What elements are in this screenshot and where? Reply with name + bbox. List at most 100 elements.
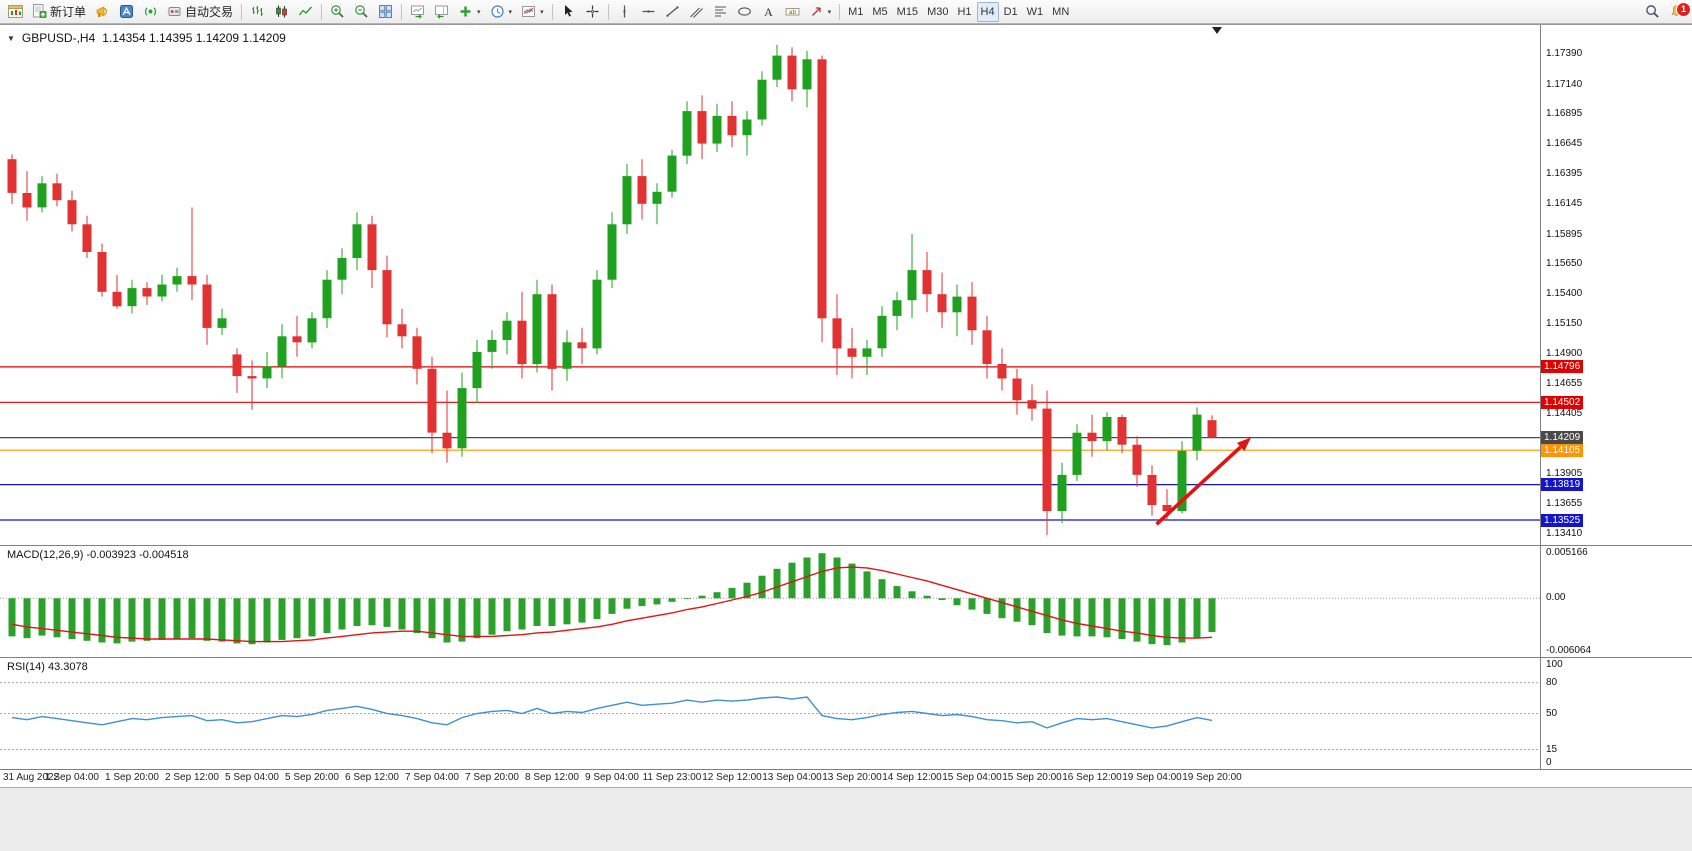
price-axis-label: 1.13905 — [1546, 468, 1583, 479]
timeframe-h4-label: H4 — [980, 5, 995, 18]
line-chart-button[interactable] — [294, 2, 317, 22]
crosshair-button[interactable] — [581, 2, 604, 22]
timeframe-m5[interactable]: M5 — [868, 2, 891, 22]
autotrading-icon — [167, 4, 182, 19]
zoom-in-button[interactable] — [326, 2, 349, 22]
time-axis-label: 1 Sep 04:00 — [45, 772, 99, 783]
price-axis-label: 1.14405 — [1546, 408, 1583, 419]
macd-panel-canvas[interactable] — [0, 546, 1540, 657]
indicators-button[interactable]: ▾ — [454, 2, 485, 22]
chart-shift-icon — [434, 4, 449, 19]
auto-scroll-button[interactable] — [406, 2, 429, 22]
label-icon: ab — [785, 4, 800, 19]
channel-button[interactable] — [685, 2, 708, 22]
chart-menu-caret-icon[interactable]: ▼ — [7, 33, 15, 43]
trendline-button[interactable] — [661, 2, 684, 22]
dropdown-caret-icon: ▾ — [827, 8, 832, 16]
shapes-button[interactable] — [733, 2, 756, 22]
svg-text:ab: ab — [788, 9, 796, 16]
bar-chart-button[interactable] — [246, 2, 269, 22]
timeframe-mn[interactable]: MN — [1048, 2, 1073, 22]
time-axis-label: 19 Sep 04:00 — [1122, 772, 1182, 783]
price-axis-label: 1.16145 — [1546, 198, 1583, 209]
channel-icon — [689, 4, 704, 19]
time-axis-label: 5 Sep 04:00 — [225, 772, 279, 783]
cursor-icon — [561, 4, 576, 19]
periods-button[interactable]: ▾ — [486, 2, 517, 22]
time-axis-label: 11 Sep 23:00 — [642, 772, 702, 783]
fibonacci-button[interactable] — [709, 2, 732, 22]
macd-axis-label: 0.00 — [1546, 592, 1566, 603]
timeframe-m30-label: M30 — [927, 5, 949, 18]
text-label-button[interactable]: ab — [781, 2, 804, 22]
text-icon: A — [761, 4, 776, 19]
time-axis-label: 13 Sep 04:00 — [762, 772, 822, 783]
tile-windows-icon — [378, 4, 393, 19]
terminal-button[interactable] — [91, 2, 114, 22]
autotrading-button[interactable]: 自动交易 — [163, 2, 237, 22]
time-axis-label: 8 Sep 12:00 — [525, 772, 579, 783]
notifications-button[interactable]: 1 — [1665, 1, 1691, 22]
time-axis-label: 13 Sep 20:00 — [822, 772, 882, 783]
horizontal-line-button[interactable] — [637, 2, 660, 22]
time-axis-label: 7 Sep 04:00 — [405, 772, 459, 783]
templates-button[interactable]: ▾ — [517, 2, 548, 22]
search-button[interactable] — [1641, 2, 1664, 22]
panel-splitter[interactable] — [0, 545, 1692, 546]
time-axis-label: 19 Sep 20:00 — [1182, 772, 1242, 783]
add-indicator-icon — [458, 4, 473, 19]
timeframe-m1-label: M1 — [848, 5, 864, 18]
chart-symbol-period: GBPUSD-,H4 — [21, 31, 96, 45]
trendline-icon — [665, 4, 680, 19]
price-line-tag: 1.14502 — [1541, 396, 1584, 409]
time-axis-label: 1 Sep 20:00 — [105, 772, 159, 783]
rsi-panel-canvas[interactable] — [0, 658, 1540, 769]
toolbar-separator — [607, 3, 609, 20]
timeframe-w1-label: W1 — [1026, 5, 1044, 18]
timeframe-m15[interactable]: M15 — [893, 2, 922, 22]
price-line-tag: 1.13525 — [1541, 514, 1584, 527]
price-axis-separator — [1540, 25, 1541, 769]
time-axis-label: 16 Sep 12:00 — [1062, 772, 1122, 783]
new-order-button[interactable]: 新订单 — [28, 2, 90, 22]
price-axis-label: 1.16895 — [1546, 108, 1583, 119]
time-axis-label: 2 Sep 12:00 — [165, 772, 219, 783]
panel-splitter[interactable] — [0, 657, 1692, 658]
toolbar-separator — [321, 3, 323, 20]
timeframe-d1[interactable]: D1 — [1000, 2, 1022, 22]
dropdown-caret-icon: ▾ — [477, 8, 481, 16]
main-chart-canvas[interactable] — [0, 25, 1540, 545]
cursor-button[interactable] — [557, 2, 580, 22]
timeframe-w1[interactable]: W1 — [1023, 2, 1048, 22]
candlestick-chart-button[interactable] — [270, 2, 293, 22]
toolbar-separator — [551, 3, 553, 20]
text-button[interactable]: A — [757, 2, 780, 22]
vertical-line-button[interactable] — [613, 2, 636, 22]
rsi-panel-title: RSI(14) 43.3078 — [7, 661, 88, 673]
zoom-out-button[interactable] — [350, 2, 373, 22]
price-axis-label: 1.14655 — [1546, 378, 1583, 389]
dropdown-caret-icon: ▾ — [540, 8, 544, 16]
new-chart-button[interactable] — [4, 2, 27, 22]
timeframe-h1[interactable]: H1 — [953, 2, 975, 22]
arrow-tools-button[interactable]: ▾ — [805, 2, 836, 22]
timeframe-m30[interactable]: M30 — [923, 2, 952, 22]
clock-icon — [490, 4, 505, 19]
chart-window[interactable]: ▼ GBPUSD-,H4 1.14354 1.14395 1.14209 1.1… — [0, 24, 1692, 787]
chart-shift-button[interactable] — [430, 2, 453, 22]
tile-windows-button[interactable] — [374, 2, 397, 22]
price-axis-label: 1.17140 — [1546, 79, 1583, 90]
signals-button[interactable] — [139, 2, 162, 22]
timeframe-d1-label: D1 — [1003, 5, 1018, 18]
signals-icon — [143, 4, 158, 19]
window-background-strip — [0, 787, 1692, 851]
timeframe-m1[interactable]: M1 — [844, 2, 867, 22]
price-axis-label: 1.17390 — [1546, 48, 1583, 59]
notification-badge: 1 — [1676, 1, 1691, 17]
candle-chart-icon — [274, 4, 289, 19]
timeframe-h4[interactable]: H4 — [976, 1, 999, 22]
timeframe-h1-label: H1 — [957, 5, 972, 18]
chart-title: ▼ GBPUSD-,H4 1.14354 1.14395 1.14209 1.1… — [7, 31, 286, 45]
time-axis-label: 12 Sep 12:00 — [702, 772, 762, 783]
metaeditor-button[interactable] — [115, 2, 138, 22]
